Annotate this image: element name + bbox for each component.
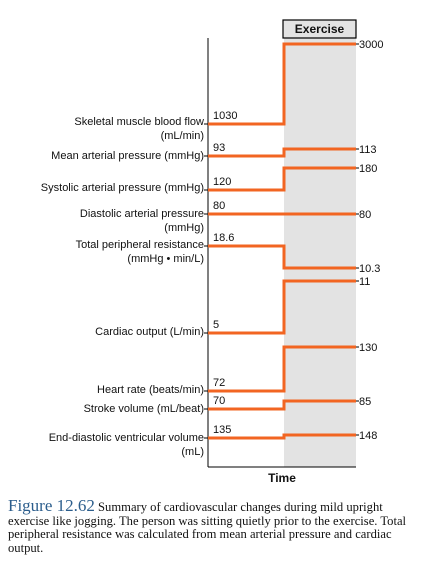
exercise-shaded-region [284,38,356,467]
series-7-exercise-value: 130 [359,342,377,354]
series-2-rest-value: 93 [213,142,225,154]
x-axis-label: Time [268,471,296,485]
series-8-rest-value: 70 [213,395,225,407]
series-4-label: Diastolic arterial pressure (mmHg) [80,208,204,234]
series-6-line [208,279,356,335]
series-8-exercise-value: 85 [359,396,371,408]
series-2-exercise-value: 113 [359,144,377,156]
caption-text: Summary of cardiovascular changes during… [8,500,407,555]
series-9-exercise-value: 148 [359,430,377,442]
chart-svg: Exercise Time 1030 3000 Skeletal muscle bl… [41,19,384,485]
series-2-label: Mean arterial pressure (mmHg) [51,150,204,162]
series-4: 80 80 Diastolic arterial pressure (mmHg) [80,200,371,234]
series-1-exercise-value: 3000 [359,39,383,51]
cardiovascular-changes-chart: Exercise Time 1030 3000 Skeletal muscle bl… [41,19,384,485]
series-9-line [208,433,356,440]
series-1-rest-value: 1030 [213,110,237,122]
series-9: 135 148 End-diastolic ventricular volume (m… [49,424,378,458]
series-6-label: Cardiac output (L/min) [95,326,204,338]
exercise-header-label: Exercise [295,22,345,36]
series-1: 1030 3000 Skeletal muscle blood flow (mL/mi… [74,39,383,142]
figure-caption: Figure 12.62 Summary of cardiovascular c… [8,496,408,555]
series-6-exercise-value: 11 [359,276,370,288]
series-layer: 1030 3000 Skeletal muscle blood flow (mL/mi… [41,39,384,458]
series-9-rest-value: 135 [213,424,231,436]
series-1-line [208,42,356,126]
series-4-exercise-value: 80 [359,209,371,221]
series-8-label: Stroke volume (mL/beat) [84,403,204,415]
series-5-exercise-value: 10.3 [359,263,380,275]
series-1-label: Skeletal muscle blood flow (mL/min) [74,116,204,142]
series-7-rest-value: 72 [213,377,225,389]
series-3: 120 180 Systolic arterial pressure (mmHg) [41,163,378,194]
series-2: 93 113 Mean arterial pressure (mmHg) [51,142,376,162]
series-5-line [208,244,356,270]
series-7: 72 130 Heart rate (beats/min) [97,342,377,396]
series-9-label: End-diastolic ventricular volume (mL) [49,432,204,458]
series-6: 5 11 Cardiac output (L/min) [95,276,370,338]
series-5-rest-value: 18.6 [213,232,234,244]
series-3-rest-value: 120 [213,176,231,188]
series-5: 18.6 10.3 Total peripheral resistance (mmHg… [76,232,381,275]
series-5-label: Total peripheral resistance (mmHg • min/L… [76,239,204,265]
series-3-line [208,166,356,192]
series-7-line [208,345,356,393]
series-8: 70 85 Stroke volume (mL/beat) [84,395,372,415]
series-3-exercise-value: 180 [359,163,377,175]
series-2-line [208,147,356,158]
series-3-label: Systolic arterial pressure (mmHg) [41,182,204,194]
series-7-label: Heart rate (beats/min) [97,384,204,396]
exercise-header-box [282,19,357,39]
series-4-rest-value: 80 [213,200,225,212]
figure-number: Figure 12.62 [8,496,95,515]
series-8-line [208,399,356,411]
series-6-rest-value: 5 [213,319,219,331]
